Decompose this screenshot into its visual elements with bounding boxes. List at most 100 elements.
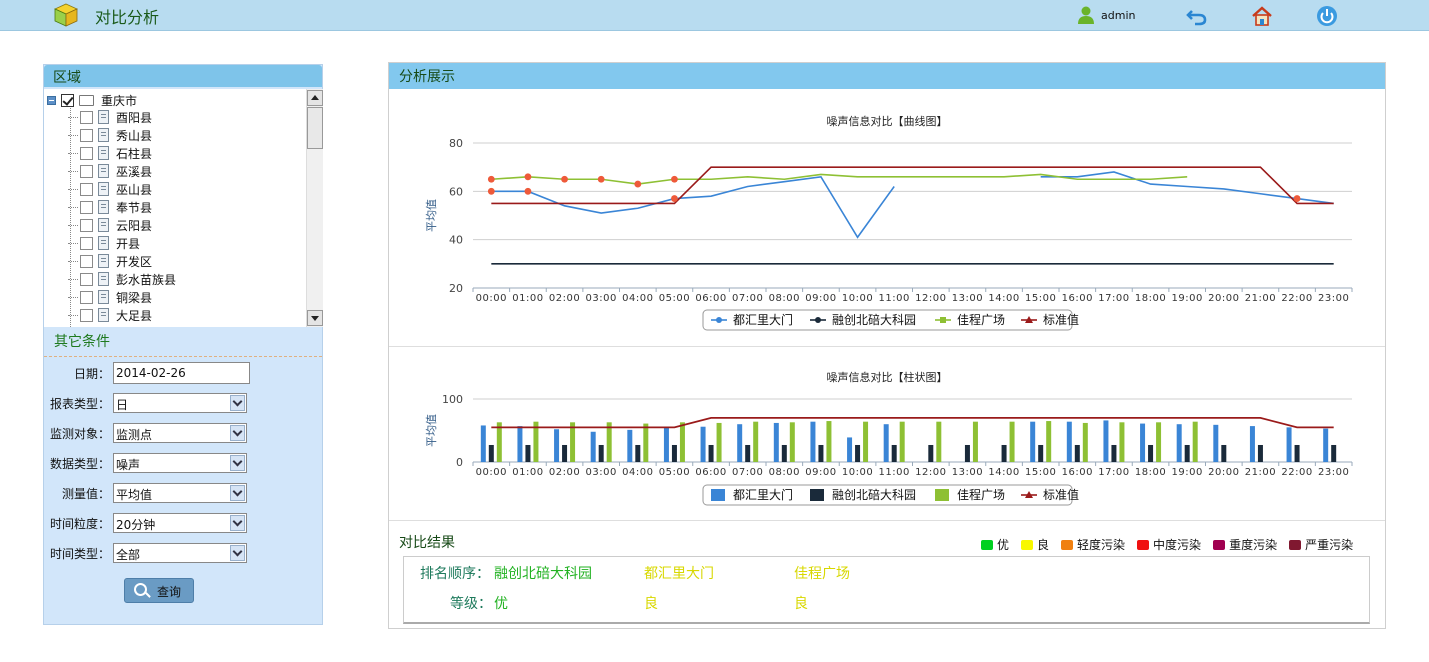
tree-checkbox[interactable]: [80, 254, 93, 268]
grade-entry: 良: [644, 596, 658, 612]
document-icon: [98, 254, 109, 268]
tree-checkbox[interactable]: [80, 146, 93, 160]
tree-item[interactable]: 云阳县: [68, 216, 152, 234]
tree-checkbox[interactable]: [80, 308, 93, 322]
tree-scrollbar[interactable]: [306, 89, 323, 327]
chevron-down-icon[interactable]: [230, 485, 245, 501]
chevron-down-icon[interactable]: [230, 545, 245, 561]
scroll-thumb[interactable]: [307, 107, 323, 149]
collapse-icon[interactable]: [47, 95, 56, 105]
data-point: [487, 187, 495, 195]
tree-item[interactable]: 奉节县: [68, 198, 152, 216]
bar: [1046, 421, 1052, 462]
bar: [883, 424, 889, 462]
result-box: 排名顺序： 等级： 融创北碚大科园优 都汇里大门良 佳程广场良: [403, 556, 1370, 624]
bar: [753, 421, 759, 462]
tree-item[interactable]: 石柱县: [68, 144, 152, 162]
bar: [1103, 420, 1109, 462]
chevron-down-icon[interactable]: [230, 425, 245, 441]
legend-label: 融创北碚大科园: [832, 312, 916, 327]
bar: [708, 444, 714, 462]
legend-marker: [940, 317, 946, 323]
chevron-down-icon[interactable]: [230, 395, 245, 411]
scroll-down-icon[interactable]: [307, 310, 323, 326]
user-name[interactable]: admin: [1101, 9, 1136, 22]
back-icon[interactable]: [1186, 5, 1208, 27]
x-tick-label: 22:00: [1281, 467, 1312, 478]
power-icon[interactable]: [1316, 5, 1338, 27]
bar: [1323, 428, 1329, 462]
query-button[interactable]: 查询: [124, 578, 194, 603]
divider: [44, 356, 322, 357]
scroll-up-icon[interactable]: [307, 90, 323, 106]
tree-checkbox-root[interactable]: [61, 93, 74, 107]
tree-root[interactable]: 重庆市: [47, 92, 137, 108]
tree-checkbox[interactable]: [80, 236, 93, 250]
select-value: 20分钟: [116, 518, 156, 532]
tree-item[interactable]: 酉阳县: [68, 108, 152, 126]
y-tick-label: 100: [442, 393, 463, 406]
condition-select[interactable]: 监测点: [113, 423, 247, 443]
bar: [554, 429, 560, 462]
level-item: 轻度污染: [1061, 536, 1125, 553]
tree-checkbox[interactable]: [80, 272, 93, 286]
bar: [1249, 426, 1255, 462]
result-title: 对比结果: [399, 535, 455, 551]
tree-item-label: 巫溪县: [116, 164, 153, 179]
document-icon: [98, 236, 109, 250]
tree-connector: [68, 152, 78, 154]
analysis-title: 分析展示: [399, 69, 455, 85]
document-icon: [98, 200, 109, 214]
x-tick-label: 16:00: [1062, 293, 1093, 304]
tree-item[interactable]: 巫山县: [68, 180, 152, 198]
bar: [627, 429, 633, 462]
tree-item[interactable]: 大足县: [68, 306, 152, 324]
tree-item-label: 巫山县: [116, 182, 153, 197]
bar: [679, 422, 685, 462]
tree-checkbox[interactable]: [80, 164, 93, 178]
tree-checkbox[interactable]: [80, 182, 93, 196]
condition-select[interactable]: 全部: [113, 543, 247, 563]
tree-item[interactable]: 开县: [68, 234, 140, 252]
condition-select[interactable]: 平均值: [113, 483, 247, 503]
tree-item[interactable]: 秀山县: [68, 126, 152, 144]
series-line: [491, 417, 1334, 429]
condition-select[interactable]: 20分钟: [113, 513, 247, 533]
tree-connector: [68, 134, 78, 136]
tree-item[interactable]: 开发区: [68, 252, 152, 270]
legend-label: 佳程广场: [957, 487, 1005, 502]
condition-select[interactable]: 噪声: [113, 453, 247, 473]
bar: [936, 421, 942, 462]
bar: [1156, 422, 1162, 462]
bar: [590, 431, 596, 462]
x-tick-label: 04:00: [622, 293, 653, 304]
chevron-down-icon[interactable]: [230, 455, 245, 471]
x-tick-label: 02:00: [549, 293, 580, 304]
chart-legend: 都汇里大门 融创北碚大科园 佳程广场 标准值: [702, 484, 1079, 506]
date-input[interactable]: [113, 362, 250, 384]
document-icon: [98, 146, 109, 160]
grade-entry: 良: [794, 596, 808, 612]
tree-checkbox[interactable]: [80, 218, 93, 232]
bar: [1074, 444, 1080, 462]
tree-item[interactable]: 巫溪县: [68, 162, 152, 180]
bar: [1001, 444, 1007, 462]
x-tick-label: 13:00: [952, 293, 983, 304]
x-tick-label: 04:00: [622, 467, 653, 478]
bar: [818, 444, 824, 462]
condition-select[interactable]: 日: [113, 393, 247, 413]
tree-checkbox[interactable]: [80, 290, 93, 304]
tree-checkbox[interactable]: [80, 128, 93, 142]
legend-box: [702, 309, 1073, 331]
bar: [928, 444, 934, 462]
chart-legend: 都汇里大门 融创北碚大科园 佳程广场 标准值: [702, 309, 1079, 331]
grade-entry: 优: [494, 596, 508, 612]
tree-item[interactable]: 铜梁县: [68, 288, 152, 306]
tree-item[interactable]: 彭水苗族县: [68, 270, 176, 288]
chevron-down-icon[interactable]: [230, 515, 245, 531]
tree-checkbox[interactable]: [80, 110, 93, 124]
x-tick-label: 19:00: [1172, 293, 1203, 304]
condition-label: 测量值：: [61, 487, 110, 501]
home-icon[interactable]: [1251, 5, 1273, 27]
tree-checkbox[interactable]: [80, 200, 93, 214]
